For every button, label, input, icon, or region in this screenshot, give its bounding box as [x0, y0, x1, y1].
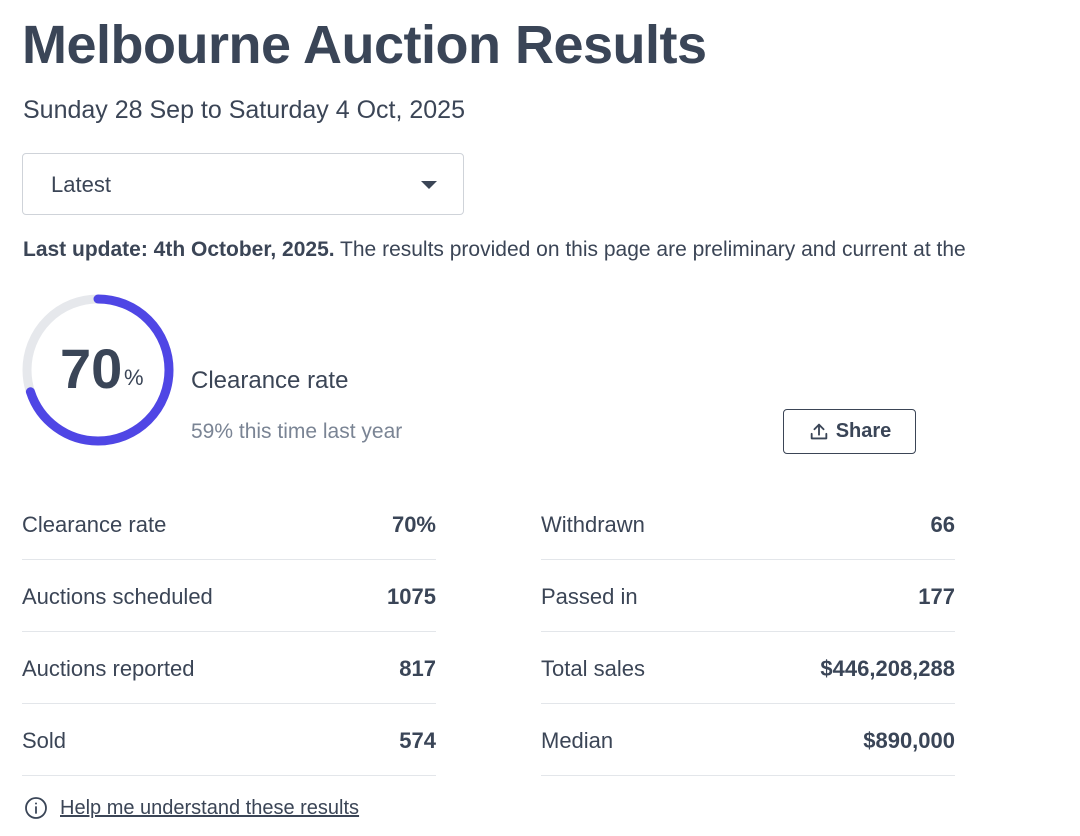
stat-row: Auctions reported 817 — [22, 632, 436, 704]
stat-label: Passed in — [541, 583, 638, 609]
period-select[interactable]: Latest — [22, 153, 464, 215]
share-button[interactable]: Share — [783, 409, 916, 454]
period-select-value: Latest — [51, 172, 111, 197]
stat-row: Total sales $446,208,288 — [541, 632, 955, 704]
clearance-last-year: 59% this time last year — [191, 420, 403, 443]
stat-value: 70% — [391, 511, 436, 537]
stat-label: Sold — [22, 727, 67, 753]
update-notice: Last update: 4th October, 2025. The resu… — [23, 238, 966, 262]
stat-label: Median — [541, 727, 614, 753]
help-link[interactable]: Help me understand these results — [60, 796, 360, 819]
clearance-rate-label: Clearance rate — [191, 367, 349, 394]
stat-row: Passed in 177 — [541, 560, 955, 632]
clearance-rate-unit: % — [124, 365, 144, 390]
stats-right: Withdrawn 66 Passed in 177 Total sales $446… — [541, 488, 955, 776]
stat-value: 177 — [918, 583, 955, 609]
update-notice-date: Last update: 4th October, 2025. — [23, 238, 335, 261]
info-icon — [25, 797, 47, 819]
page-title: Melbourne Auction Results — [22, 15, 707, 75]
update-notice-text: The results provided on this page are pr… — [334, 238, 966, 261]
stat-label: Auctions scheduled — [22, 583, 213, 609]
date-range: Sunday 28 Sep to Saturday 4 Oct, 2025 — [23, 96, 465, 124]
stat-row: Clearance rate 70% — [22, 488, 436, 560]
stat-label: Clearance rate — [22, 511, 167, 537]
upload-icon — [810, 423, 827, 439]
stat-label: Auctions reported — [22, 655, 195, 681]
stat-value: $890,000 — [863, 727, 955, 753]
share-button-label: Share — [835, 420, 892, 442]
chevron-down-icon — [421, 181, 437, 189]
help-section: Help me understand these results — [24, 796, 359, 820]
stat-label: Total sales — [541, 655, 645, 681]
stat-value: 817 — [399, 655, 436, 681]
clearance-ring-progress — [22, 294, 174, 446]
stat-row: Auctions scheduled 1075 — [22, 560, 436, 632]
stat-row: Median $890,000 — [541, 704, 955, 776]
stat-row: Sold 574 — [22, 704, 436, 776]
clearance-rate-value: 70 — [60, 337, 123, 400]
stat-label: Withdrawn — [541, 511, 645, 537]
stat-value: 66 — [930, 511, 955, 537]
stats-left: Clearance rate 70% Auctions scheduled 1075… — [22, 488, 436, 776]
stat-row: Withdrawn 66 — [541, 488, 955, 560]
stat-value: $446,208,288 — [820, 655, 955, 681]
stat-value: 1075 — [387, 583, 436, 609]
clearance-rate-ring — [22, 294, 174, 446]
stat-value: 574 — [399, 727, 436, 753]
